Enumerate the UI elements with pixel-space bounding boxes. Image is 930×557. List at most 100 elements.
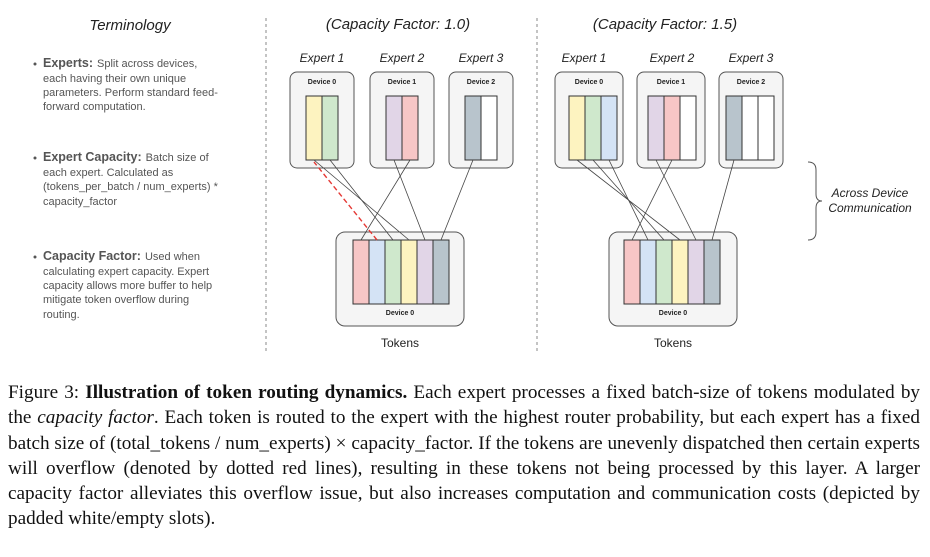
- term-line: parameters. Perform standard feed-: [43, 87, 218, 99]
- token-slot: [384, 239, 402, 305]
- route-line: [631, 159, 673, 241]
- across-device-label: Communication: [828, 201, 912, 215]
- tokens-label: Tokens: [654, 336, 692, 350]
- svg-text:Expert Capacity:Batch size of: Expert Capacity: Batch size of: [43, 150, 210, 164]
- bracket-icon: [807, 161, 823, 241]
- expert-label: Expert 3: [459, 51, 504, 65]
- token-slot: [416, 239, 434, 305]
- expert-label: Expert 2: [650, 51, 695, 65]
- device-label: Device 2: [737, 79, 766, 86]
- device-label: Device 0: [659, 310, 688, 317]
- caption-italic-term: capacity factor: [37, 407, 154, 429]
- term-line: each having their own unique: [43, 73, 186, 85]
- token-slot: [703, 239, 721, 305]
- route-line: [440, 159, 474, 241]
- token-slot: [432, 239, 450, 305]
- expert-device-box: Device 2: [718, 71, 784, 169]
- expert-label: Expert 1: [300, 51, 345, 65]
- expert-slot: [385, 95, 403, 161]
- term-head: Capacity Factor:: [43, 249, 141, 263]
- expert-label: Expert 2: [380, 51, 425, 65]
- token-routing-figure: Terminology Experts: Split across devices…: [33, 16, 912, 352]
- term-line: forward computation.: [43, 101, 146, 113]
- expert-label: Expert 1: [562, 51, 607, 65]
- expert-device-box: Device 2: [448, 71, 514, 169]
- device-label: Device 0: [575, 79, 604, 86]
- routing-lines-cf15: [576, 159, 735, 241]
- term-first-line: Batch size of: [146, 152, 210, 164]
- caption-text: Figure 3: Illustration of token routing …: [8, 380, 920, 532]
- term-head: Expert Capacity:: [43, 150, 142, 164]
- terminology-title: Terminology: [89, 17, 172, 34]
- expert-slot: [480, 95, 498, 161]
- expert-slot: [647, 95, 665, 161]
- overflow-route-line: [313, 161, 378, 241]
- tokens-label: Tokens: [381, 336, 419, 350]
- caption-label: Figure 3:: [8, 382, 80, 403]
- bullet-icon: [33, 156, 37, 160]
- expert-slot: [305, 95, 323, 161]
- expert-slot: [600, 95, 618, 161]
- token-slot: [639, 239, 657, 305]
- term-line: routing.: [43, 309, 80, 321]
- expert-device-box: Device 1: [369, 71, 435, 169]
- expert-label: Expert 3: [729, 51, 774, 65]
- expert-slot: [663, 95, 681, 161]
- term-first-line: Used when: [145, 251, 200, 263]
- device-label: Device 0: [308, 79, 337, 86]
- term-line: calculating expert capacity. Expert: [43, 266, 209, 278]
- bullet-icon: [33, 255, 37, 259]
- caption-title: Illustration of token routing dynamics.: [85, 382, 408, 403]
- caption-part-2: . Each token is routed to the expert wit…: [8, 407, 921, 530]
- token-slot: [352, 239, 370, 305]
- expert-slot: [568, 95, 586, 161]
- expert-device-box: Device 0: [554, 71, 624, 169]
- expert-slot: [464, 95, 482, 161]
- across-device-label: Across Device: [831, 186, 909, 200]
- term-expert-capacity: Expert Capacity: Batch size of each exper…: [33, 150, 219, 208]
- caption-part-1: Each expert processes a fixed batch-size…: [8, 382, 921, 429]
- token-slot: [368, 239, 386, 305]
- token-slot: [400, 239, 418, 305]
- route-line: [360, 159, 411, 241]
- svg-text:Capacity Factor:Used when: Capacity Factor: Used when: [43, 249, 200, 263]
- svg-text:Experts:Split across devices,: Experts: Split across devices,: [43, 56, 197, 70]
- expert-slot: [741, 95, 759, 161]
- expert-device-box: Device 1: [636, 71, 706, 169]
- term-experts: Experts: Split across devices, each havin…: [33, 56, 218, 113]
- term-line: each expert. Calculated as: [43, 167, 174, 179]
- term-capacity-factor: Capacity Factor: Used when calculating ex…: [33, 249, 212, 321]
- device-label: Device 2: [467, 79, 496, 86]
- term-line: capacity allows more buffer to help: [43, 280, 212, 292]
- token-slot: [623, 239, 641, 305]
- panel-title-cf1: (Capacity Factor: 1.0): [326, 16, 470, 33]
- expert-slot: [401, 95, 419, 161]
- route-line: [711, 159, 735, 241]
- expert-slot: [584, 95, 602, 161]
- expert-device-box: Device 0: [289, 71, 355, 169]
- token-slot: [671, 239, 689, 305]
- token-slot: [687, 239, 705, 305]
- terminology-panel: Terminology Experts: Split across devices…: [33, 17, 219, 321]
- bullet-icon: [33, 62, 37, 66]
- term-line: mitigate token overflow during: [43, 294, 189, 306]
- expert-slot: [679, 95, 697, 161]
- tokens-device-box: Device 0: [335, 231, 465, 327]
- term-line: capacity_factor: [43, 196, 117, 208]
- device-label: Device 1: [388, 79, 417, 86]
- term-head: Experts:: [43, 56, 93, 70]
- term-line: (tokens_per_batch / num_experts) *: [43, 181, 219, 193]
- route-line: [655, 159, 697, 241]
- expert-slot: [757, 95, 775, 161]
- expert-slot: [321, 95, 339, 161]
- panel-title-cf15: (Capacity Factor: 1.5): [593, 16, 737, 33]
- expert-slot: [725, 95, 743, 161]
- route-line: [393, 159, 426, 241]
- token-slot: [655, 239, 673, 305]
- route-line: [608, 159, 649, 241]
- device-label: Device 0: [386, 310, 415, 317]
- device-label: Device 1: [657, 79, 686, 86]
- routing-lines-cf1: [313, 159, 474, 241]
- tokens-device-box: Device 0: [608, 231, 738, 327]
- term-first-line: Split across devices,: [97, 58, 197, 70]
